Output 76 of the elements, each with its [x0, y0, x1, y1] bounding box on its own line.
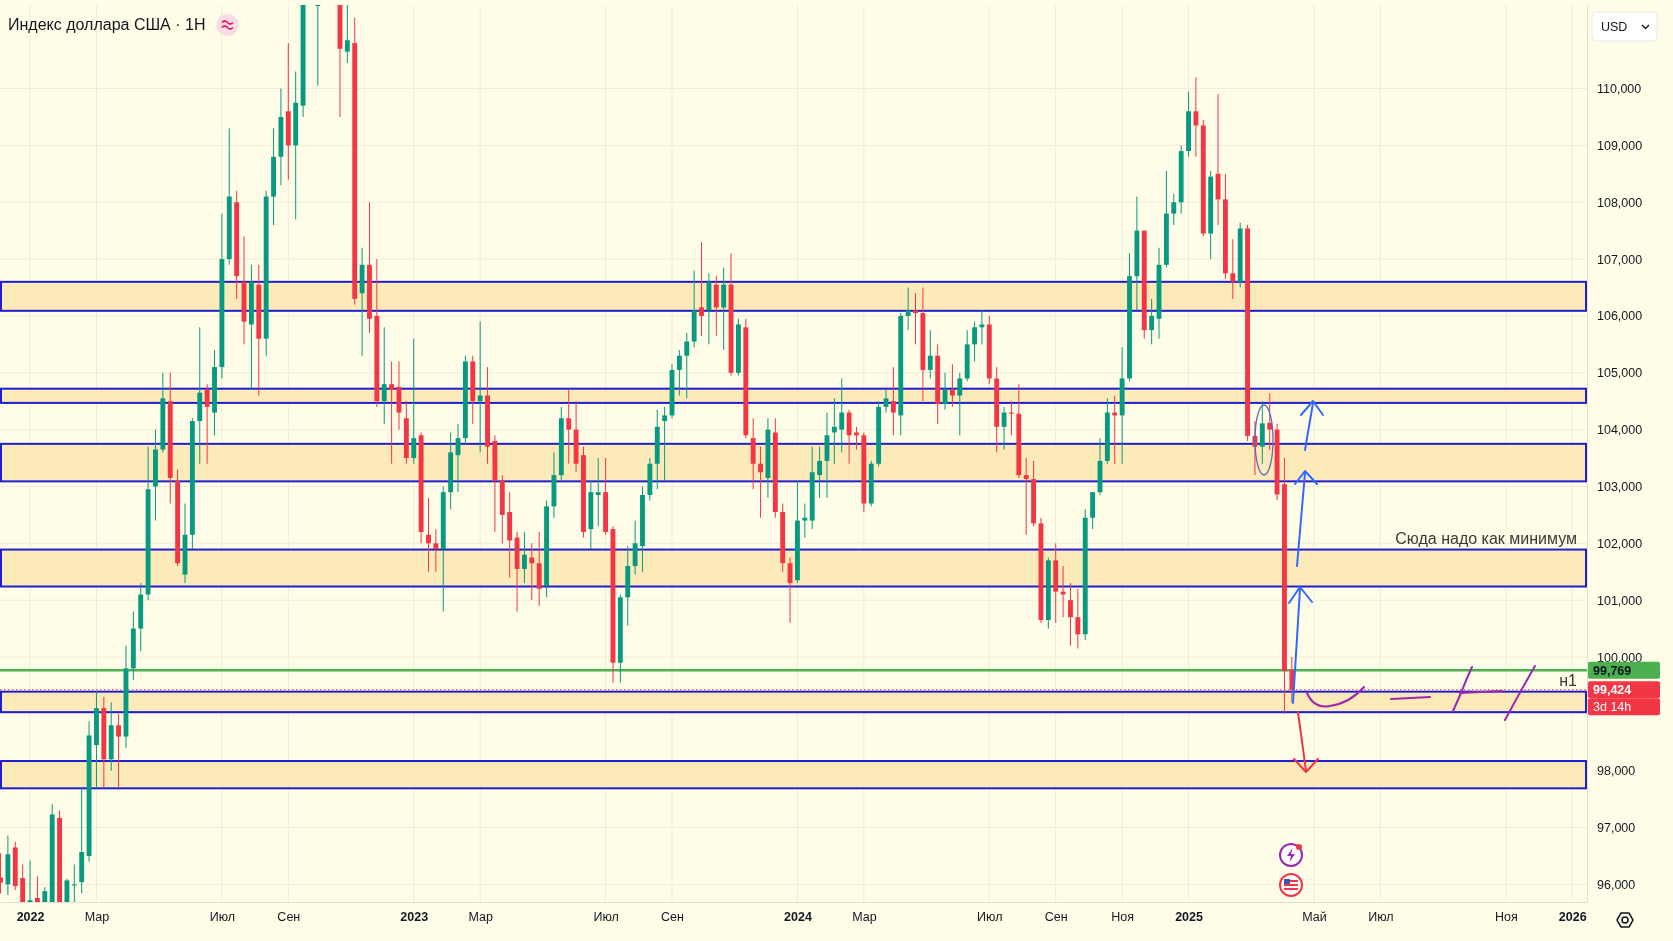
candlestick — [802, 503, 808, 539]
x-tick-label: Мар — [84, 909, 110, 924]
candlestick — [817, 446, 823, 499]
x-tick-label: Ноя — [1111, 909, 1134, 924]
y-tick-label: 100,000 — [1597, 650, 1643, 665]
x-tick-label: Сен — [1044, 909, 1068, 924]
text: Индекс доллара США · 1Н — [8, 16, 206, 33]
y-tick-label: 96,000 — [1597, 877, 1636, 892]
candlestick — [839, 377, 845, 453]
y-tick-label: 102,000 — [1597, 536, 1643, 551]
candlestick — [1149, 298, 1155, 345]
candlestick — [957, 372, 963, 436]
candlestick — [426, 497, 431, 573]
x-tick-label: 2024 — [784, 909, 812, 924]
candlestick — [890, 366, 896, 436]
candlestick — [1023, 457, 1029, 536]
candlestick — [71, 863, 77, 902]
x-tick-label: Июл — [1368, 909, 1394, 924]
candlestick — [522, 531, 527, 584]
y-tick-label: 104,000 — [1597, 423, 1643, 438]
ref-line-label: 99,424 — [1593, 683, 1632, 698]
candlestick — [1075, 588, 1081, 649]
candlestick — [1068, 582, 1073, 647]
y-tick-label: 106,000 — [1597, 309, 1643, 324]
ref-line-label: 99,769 — [1593, 663, 1632, 678]
x-tick-label: Мар — [852, 909, 877, 924]
candlestick — [1193, 76, 1199, 158]
candlestick — [116, 713, 122, 789]
y-tick-label: 97,000 — [1597, 821, 1636, 836]
candlestick — [927, 329, 933, 379]
candlestick — [979, 309, 985, 345]
candlestick — [595, 457, 601, 527]
x-tick-label: 2023 — [400, 909, 429, 924]
y-tick-label: 109,000 — [1597, 138, 1643, 153]
candlestick — [972, 321, 977, 362]
x-tick-label: 2022 — [16, 909, 45, 924]
y-tick-label: 107,000 — [1597, 252, 1643, 267]
candlestick — [34, 875, 40, 902]
candlestick — [676, 349, 682, 397]
candlestick — [684, 332, 690, 399]
candlestick — [433, 528, 439, 573]
candlestick — [949, 363, 955, 408]
y-tick-label: 103,000 — [1597, 479, 1643, 494]
y-axis-title: USD — [1601, 20, 1628, 35]
candlestick — [204, 383, 210, 465]
x-tick-label: 2026 — [1558, 909, 1587, 924]
x-tick-label: Май — [1302, 909, 1327, 924]
candlestick — [846, 409, 852, 465]
y-tick-label: 105,000 — [1597, 366, 1643, 381]
candlestick — [389, 360, 395, 465]
candlestick — [381, 326, 387, 425]
candlestick — [315, 5, 321, 87]
y-tick-label: 108,000 — [1597, 195, 1643, 210]
candlestick — [20, 863, 26, 902]
candlestick — [344, 5, 350, 64]
candlestick — [632, 520, 638, 576]
x-tick-label: Июл — [593, 909, 619, 924]
x-tick-label: Ноя — [1494, 909, 1518, 924]
candlestick — [566, 389, 572, 465]
candlestick — [662, 406, 668, 482]
band-label: н1 — [1559, 671, 1578, 689]
y-tick-label: 98,000 — [1597, 764, 1636, 779]
y-tick-label: 101,000 — [1597, 593, 1643, 608]
x-tick-label: Июл — [977, 909, 1003, 924]
x-tick-label: Сен — [277, 909, 301, 924]
text: 3d 14h — [1593, 700, 1632, 715]
candlestick — [1171, 193, 1177, 226]
candlestick — [758, 446, 763, 519]
x-tick-label: Июл — [209, 909, 236, 924]
y-tick-label: 110,000 — [1597, 82, 1642, 97]
candlestick — [854, 426, 859, 451]
x-tick-label: Мар — [468, 909, 493, 924]
candlestick — [787, 557, 793, 624]
candlestick — [411, 338, 417, 465]
x-tick-label: 2025 — [1175, 909, 1203, 924]
x-tick-label: Сен — [661, 909, 685, 924]
